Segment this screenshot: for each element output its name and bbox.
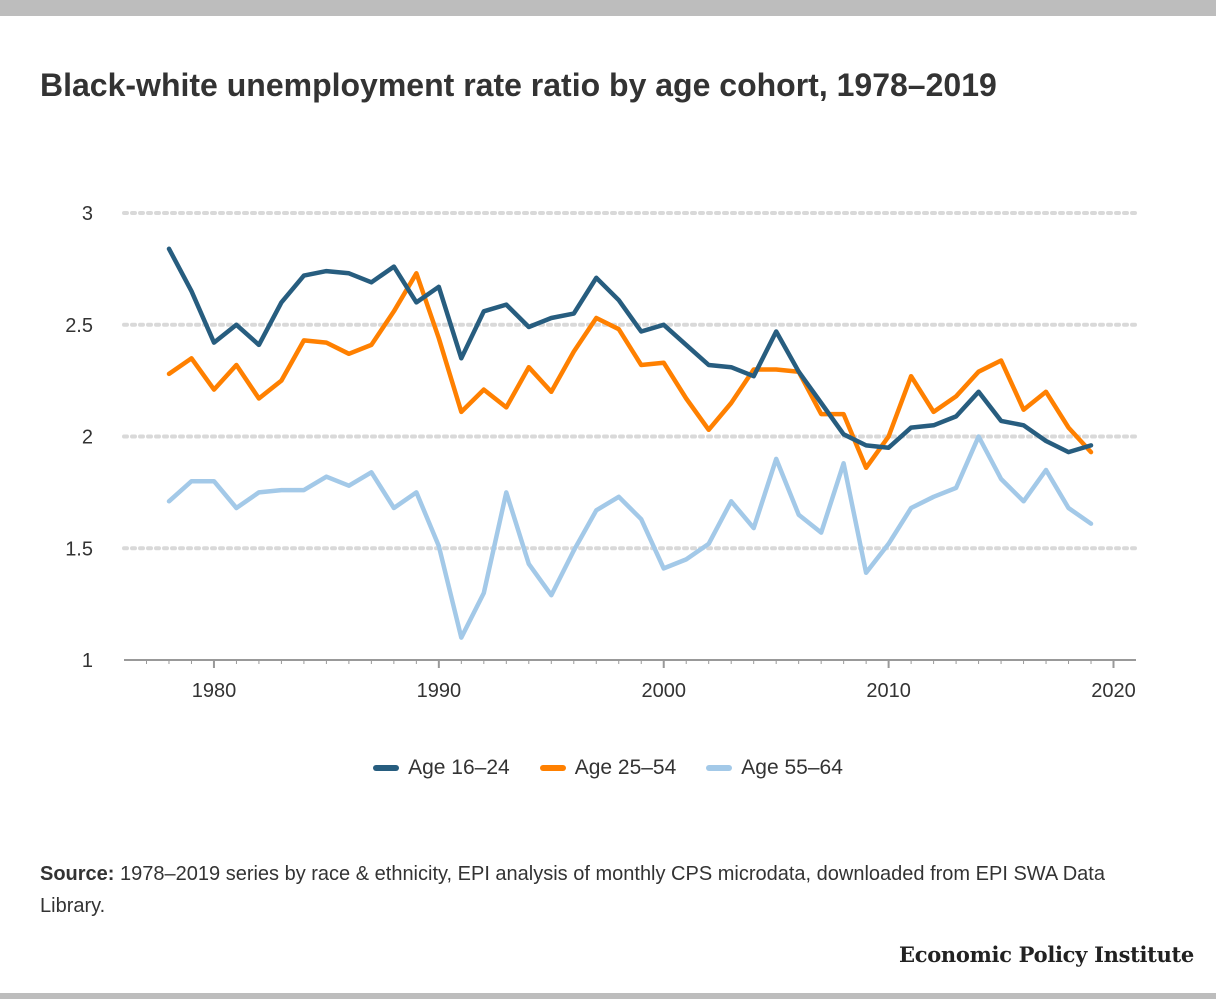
legend-label-age-25-54: Age 25–54 xyxy=(574,756,677,779)
line-chart: 1 1.5 2 2.5 3 1980 1990 2000 2010 2020 xyxy=(65,203,1138,702)
grid-lines xyxy=(122,211,1138,551)
legend-label-age-55-64: Age 55–64 xyxy=(741,756,843,779)
y-tick-label: 1.5 xyxy=(65,538,93,560)
legend-swatch-age-25-54 xyxy=(539,765,566,771)
series-line-age-55-64 xyxy=(166,434,1094,640)
series-lines xyxy=(166,246,1094,640)
source-text: 1978–2019 series by race & ethnicity, EP… xyxy=(40,863,1105,917)
top-border-bar xyxy=(0,0,1216,16)
series-line-age-16-24 xyxy=(166,246,1094,455)
bottom-border-bar xyxy=(0,993,1216,999)
legend-item-age-16-24: Age 16–24 xyxy=(373,756,510,780)
legend-item-age-25-54: Age 25–54 xyxy=(539,756,677,780)
series-line-age-25-54 xyxy=(166,271,1094,471)
x-tick-label: 2020 xyxy=(1091,680,1136,702)
chart-legend: Age 16–24 Age 25–54 Age 55–64 xyxy=(0,756,1216,780)
source-label: Source: xyxy=(40,863,115,885)
legend-item-age-55-64: Age 55–64 xyxy=(706,756,843,780)
y-tick-label: 3 xyxy=(82,203,93,225)
x-axis xyxy=(124,659,1136,668)
y-tick-label: 2 xyxy=(82,427,93,449)
epi-logo: Economic Policy Institute xyxy=(899,942,1194,967)
x-tick-label: 1980 xyxy=(192,680,237,702)
y-tick-label: 1 xyxy=(82,650,93,672)
x-tick-label: 2010 xyxy=(866,680,911,702)
legend-label-age-16-24: Age 16–24 xyxy=(408,756,510,779)
legend-swatch-age-16-24 xyxy=(373,765,400,771)
legend-swatch-age-55-64 xyxy=(706,765,733,771)
y-tick-label: 2.5 xyxy=(65,315,93,337)
y-axis-tick-labels: 1 1.5 2 2.5 3 xyxy=(65,203,93,672)
chart-title: Black-white unemployment rate ratio by a… xyxy=(40,67,997,103)
x-tick-label: 2000 xyxy=(641,680,686,702)
source-note: Source: 1978–2019 series by race & ethni… xyxy=(40,858,1150,922)
x-tick-label: 1990 xyxy=(417,680,462,702)
x-axis-tick-labels: 1980 1990 2000 2010 2020 xyxy=(192,680,1136,702)
